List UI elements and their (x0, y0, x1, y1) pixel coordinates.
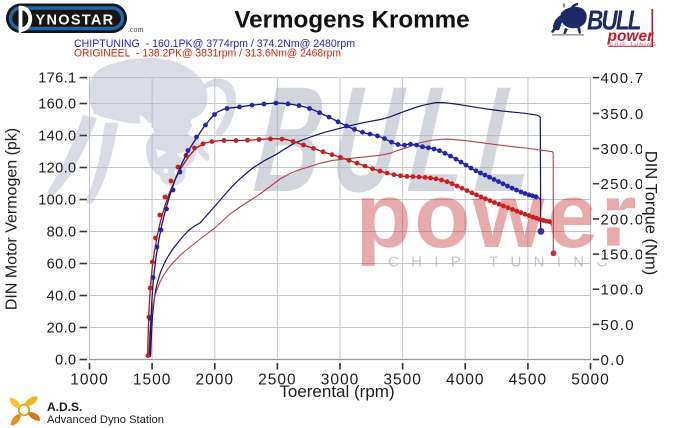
svg-text:120.0: 120.0 (38, 161, 76, 177)
svg-text:5000: 5000 (571, 372, 609, 389)
svg-text:A.D.S.: A.D.S. (47, 400, 82, 414)
svg-text:50.0: 50.0 (601, 317, 635, 334)
svg-text:20.0: 20.0 (47, 321, 77, 337)
svg-text:3000: 3000 (321, 372, 359, 389)
svg-text:140.0: 140.0 (38, 129, 76, 145)
svg-text:150.0: 150.0 (601, 247, 645, 264)
svg-text:.com: .com (128, 25, 145, 34)
svg-text:0.0: 0.0 (55, 353, 76, 369)
svg-text:CHIPTUNING - 160.1PK@ 3774rpm: CHIPTUNING - 160.1PK@ 3774rpm / 374.2Nm@… (74, 38, 355, 50)
svg-text:DIN Motor Vermogen (pk): DIN Motor Vermogen (pk) (4, 128, 21, 310)
svg-text:BULL: BULL (587, 5, 640, 36)
svg-text:YNOSTAR: YNOSTAR (36, 13, 115, 29)
svg-text:100.0: 100.0 (38, 193, 76, 209)
svg-text:Advanced Dyno Station: Advanced Dyno Station (47, 414, 164, 426)
svg-text:160.0: 160.0 (38, 97, 76, 113)
svg-text:250.0: 250.0 (601, 176, 645, 193)
svg-text:1500: 1500 (133, 372, 171, 389)
svg-text:power: power (607, 28, 655, 45)
svg-text:60.0: 60.0 (47, 257, 77, 273)
svg-text:ORIGINEEL - 138.2PK@ 3831rpm: ORIGINEEL - 138.2PK@ 3831rpm / 313.6Nm@ … (74, 48, 341, 60)
svg-text:0.0: 0.0 (601, 352, 626, 369)
svg-text:2500: 2500 (258, 372, 296, 389)
svg-text:80.0: 80.0 (47, 225, 77, 241)
svg-text:400.7: 400.7 (601, 70, 645, 87)
svg-text:3500: 3500 (383, 372, 421, 389)
svg-text:2000: 2000 (196, 372, 234, 389)
svg-text:350.0: 350.0 (601, 106, 645, 123)
svg-text:300.0: 300.0 (601, 141, 645, 158)
svg-text:Vermogens Kromme: Vermogens Kromme (234, 7, 469, 34)
svg-text:4500: 4500 (509, 372, 547, 389)
svg-text:40.0: 40.0 (47, 289, 77, 305)
svg-text:4000: 4000 (446, 372, 484, 389)
svg-text:176.1: 176.1 (38, 71, 76, 87)
svg-text:CHIP TUNING: CHIP TUNING (610, 42, 658, 48)
svg-text:power: power (356, 165, 639, 267)
svg-text:200.0: 200.0 (601, 211, 645, 228)
svg-text:CHIP TUNING: CHIP TUNING (388, 254, 608, 271)
svg-text:DIN Torque (Nm): DIN Torque (Nm) (642, 151, 660, 275)
svg-text:BULL: BULL (249, 57, 554, 224)
svg-text:Toerental (rpm): Toerental (rpm) (279, 382, 394, 401)
svg-text:1000: 1000 (70, 372, 108, 389)
svg-text:100.0: 100.0 (601, 282, 645, 299)
